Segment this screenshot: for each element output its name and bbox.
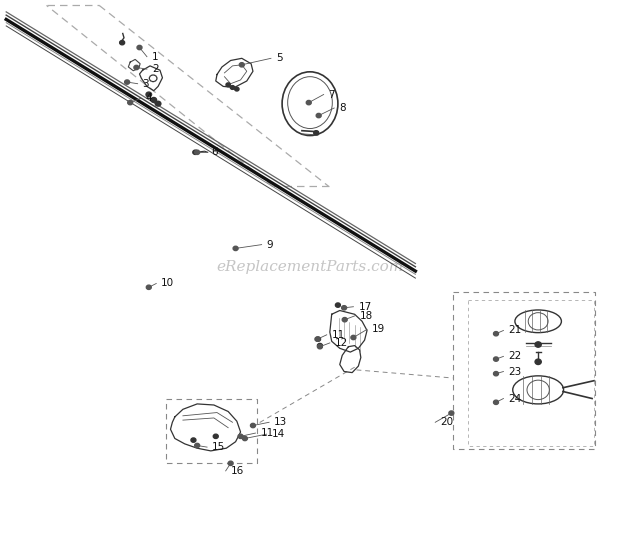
Circle shape — [317, 345, 322, 349]
Circle shape — [231, 85, 234, 89]
Circle shape — [315, 337, 320, 341]
Text: 1: 1 — [152, 52, 159, 62]
Circle shape — [250, 423, 255, 428]
Text: 14: 14 — [272, 429, 285, 439]
Circle shape — [233, 246, 238, 251]
Text: 22: 22 — [508, 352, 521, 361]
Circle shape — [151, 97, 156, 103]
Circle shape — [146, 285, 151, 289]
Text: 11: 11 — [332, 330, 345, 340]
Text: 8: 8 — [339, 103, 346, 113]
Circle shape — [342, 306, 347, 310]
Text: eReplacementParts.com: eReplacementParts.com — [216, 260, 404, 274]
Text: 3: 3 — [143, 79, 149, 89]
Circle shape — [238, 434, 243, 438]
Text: 15: 15 — [212, 442, 225, 452]
Circle shape — [316, 113, 321, 118]
Circle shape — [535, 342, 541, 347]
Circle shape — [535, 359, 541, 364]
Circle shape — [155, 101, 161, 106]
Text: 20: 20 — [440, 417, 453, 427]
Text: 17: 17 — [358, 302, 371, 312]
Circle shape — [213, 434, 218, 438]
Text: 23: 23 — [508, 367, 521, 376]
Circle shape — [335, 303, 340, 307]
Text: 4: 4 — [146, 93, 153, 103]
Text: 18: 18 — [360, 311, 373, 321]
Circle shape — [351, 335, 356, 340]
Circle shape — [316, 337, 321, 341]
Circle shape — [226, 83, 231, 87]
Circle shape — [494, 332, 498, 336]
Text: 5: 5 — [276, 53, 283, 63]
Circle shape — [494, 357, 498, 361]
Circle shape — [193, 150, 198, 154]
Circle shape — [494, 372, 498, 376]
Circle shape — [195, 150, 200, 154]
Text: 13: 13 — [274, 417, 287, 427]
Text: 21: 21 — [508, 326, 521, 335]
Circle shape — [306, 100, 311, 105]
Circle shape — [449, 411, 454, 415]
Circle shape — [228, 461, 233, 465]
Circle shape — [149, 75, 157, 82]
Circle shape — [134, 65, 139, 70]
Circle shape — [128, 100, 133, 105]
Circle shape — [120, 40, 125, 45]
Text: 9: 9 — [267, 240, 273, 249]
Circle shape — [239, 63, 244, 67]
Text: 6: 6 — [211, 147, 218, 157]
Circle shape — [146, 92, 151, 97]
Circle shape — [195, 443, 200, 448]
Circle shape — [149, 75, 157, 82]
Circle shape — [314, 131, 319, 135]
Circle shape — [125, 80, 130, 84]
Circle shape — [534, 341, 542, 348]
Text: 16: 16 — [231, 466, 244, 476]
Circle shape — [234, 87, 239, 91]
Circle shape — [494, 400, 498, 404]
Text: 11: 11 — [260, 428, 273, 438]
Circle shape — [342, 318, 347, 322]
Circle shape — [317, 343, 322, 348]
Text: 2: 2 — [152, 64, 159, 74]
Text: 10: 10 — [161, 279, 174, 288]
Text: 19: 19 — [372, 325, 385, 334]
Circle shape — [191, 438, 196, 442]
Text: 12: 12 — [335, 338, 348, 348]
Circle shape — [137, 45, 142, 50]
Text: 24: 24 — [508, 394, 521, 403]
Circle shape — [242, 436, 247, 441]
Text: 7: 7 — [329, 90, 335, 99]
